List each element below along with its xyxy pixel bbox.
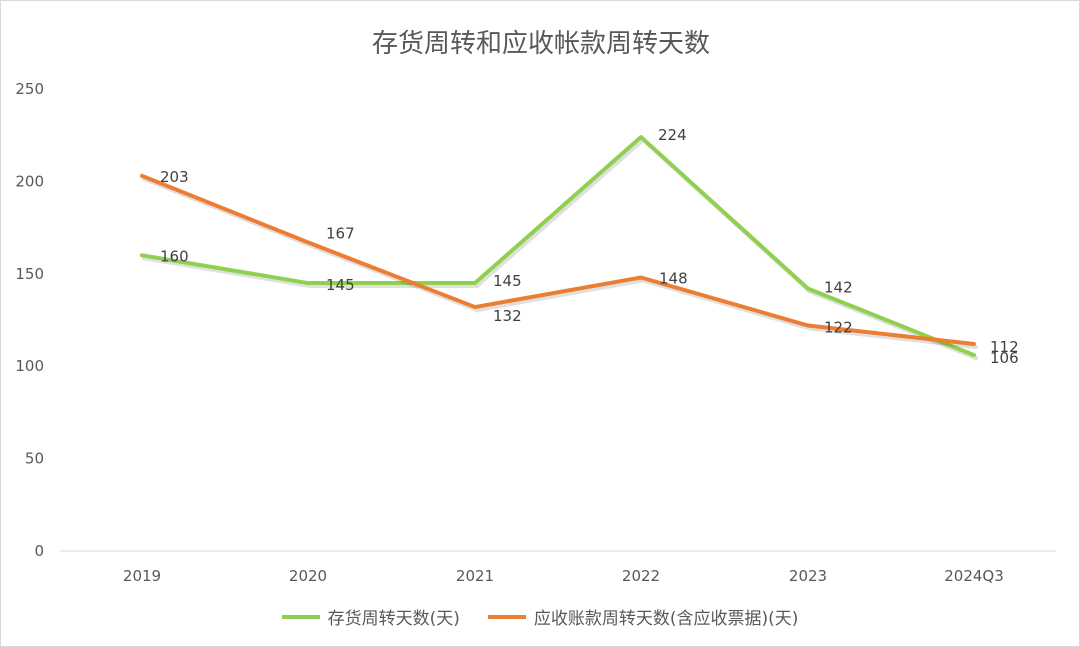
x-tick-label: 2024Q3: [944, 567, 1004, 585]
y-tick-label: 100: [15, 357, 44, 375]
inventory-days-data-label: 160: [160, 247, 189, 265]
receivables-days-data-label: 203: [160, 168, 189, 186]
legend-item-inventory: 存货周转天数(天): [281, 604, 460, 629]
y-tick-label: 200: [15, 172, 44, 190]
receivables-days-data-label: 112: [990, 338, 1019, 356]
legend: 存货周转天数(天) 应收账款周转天数(含应收票据)(天): [0, 604, 1080, 629]
x-tick-label: 2021: [456, 567, 494, 585]
inventory-days-data-label: 145: [326, 276, 355, 294]
receivables-days-data-label: 122: [824, 319, 853, 337]
inventory-days-line-shadow: [142, 138, 978, 361]
receivables-days-data-label: 132: [493, 307, 522, 325]
inventory-days-data-label: 224: [658, 126, 687, 144]
legend-swatch-receivables: [487, 614, 526, 619]
y-tick-label: 250: [15, 80, 44, 98]
inventory-days-data-label: 145: [493, 272, 522, 290]
receivables-days-data-label: 167: [326, 224, 355, 242]
receivables-days-line: [140, 173, 976, 347]
inventory-days-line: [140, 135, 976, 358]
legend-item-receivables: 应收账款周转天数(含应收票据)(天): [487, 604, 799, 629]
chart-title: 存货周转和应收帐款周转天数: [371, 29, 710, 59]
inventory-days-data-label: 106: [990, 349, 1019, 367]
y-tick-label: 50: [25, 450, 44, 468]
receivables-days-line-shadow: [142, 176, 978, 350]
y-tick-label: 0: [34, 542, 44, 560]
x-tick-label: 2022: [622, 567, 660, 585]
inventory-days-data-label: 142: [824, 279, 853, 297]
legend-swatch-inventory: [281, 614, 320, 619]
x-tick-label: 2020: [289, 567, 327, 585]
legend-label-inventory: 存货周转天数(天): [327, 609, 460, 629]
x-tick-label: 2019: [123, 567, 161, 585]
receivables-days-data-label: 148: [659, 269, 688, 287]
y-tick-label: 150: [15, 265, 44, 283]
legend-label-receivables: 应收账款周转天数(含应收票据)(天): [533, 609, 799, 629]
x-tick-label: 2023: [789, 567, 827, 585]
